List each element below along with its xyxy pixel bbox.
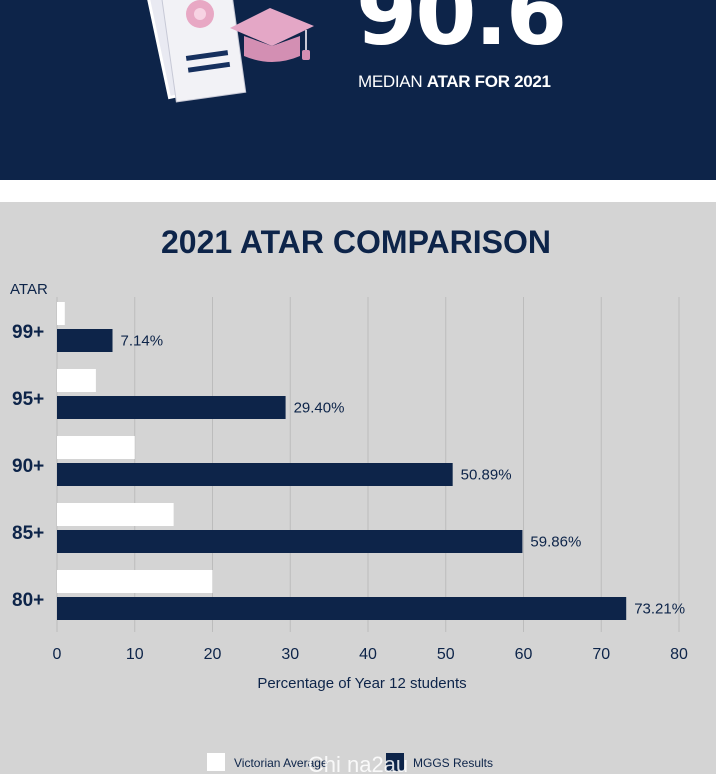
bars: 7.14% 29.40% 50.89% 59.86% 73.21% [57,302,685,620]
bar-victorian-average-99plus [57,302,65,325]
bar-mggs-results-95plus [57,396,286,419]
legend-label-mggs-results: MGGS Results [413,756,493,770]
legend-swatch-mggs-results [386,753,404,771]
bar-mggs-results-90plus [57,463,453,486]
y-axis-label: ATAR [10,281,48,298]
bar-victorian-average-90plus [57,436,135,459]
atar-comparison-chart: 2021 ATAR COMPARISON ATAR 7.14% 29.40% 50.… [10,224,688,777]
x-tick-label: 0 [53,646,62,663]
bar-mggs-results-80plus [57,597,627,620]
category-label: 85+ [12,523,44,544]
bar-victorian-average-85plus [57,503,174,526]
bar-mggs-results-85plus [57,530,523,553]
bar-victorian-average-80plus [57,570,213,593]
legend-label-victorian-average: Victorian Average [234,756,328,770]
x-tick-label: 80 [670,646,688,663]
data-label: 50.89% [461,467,512,484]
bar-victorian-average-95plus [57,369,96,392]
x-tick-label: 50 [437,646,455,663]
flower-icon [186,0,214,28]
data-label: 7.14% [121,333,164,350]
x-tick-labels: 0 10 20 30 40 50 60 70 80 [53,646,688,663]
banner: 90.6 MEDIAN ATAR FOR 2021 [0,0,716,180]
bar-mggs-results-99plus [57,329,113,352]
x-tick-label: 60 [515,646,533,663]
separator [0,180,716,202]
data-label: 59.86% [530,534,581,551]
category-label: 80+ [12,590,44,611]
x-tick-label: 20 [204,646,222,663]
x-tick-label: 30 [281,646,299,663]
certificate-icon [144,0,247,103]
legend: Victorian Average MGGS Results [207,753,493,771]
category-label: 99+ [12,322,44,343]
data-label: 29.40% [294,400,345,417]
category-label: 90+ [12,456,44,477]
legend-swatch-victorian-average [207,753,225,771]
x-tick-label: 10 [126,646,144,663]
x-tick-label: 70 [592,646,610,663]
x-axis-label: Percentage of Year 12 students [257,675,466,692]
caption-bold: ATAR FOR 2021 [426,72,551,91]
chart-panel: 2021 ATAR COMPARISON ATAR 7.14% 29.40% 50.… [0,202,716,777]
category-label: 95+ [12,389,44,410]
banner-illustration [144,0,314,103]
median-atar-caption: MEDIAN ATAR FOR 2021 [358,72,551,92]
watermark: Chi na2au [308,752,408,774]
chart-title: 2021 ATAR COMPARISON [161,224,551,260]
category-labels: 99+ 95+ 90+ 85+ 80+ [12,322,44,611]
data-label: 73.21% [634,601,685,618]
graduation-cap-icon [230,8,314,62]
median-atar-value: 90.6 [356,0,567,65]
caption-prefix: MEDIAN [358,72,423,91]
x-tick-label: 40 [359,646,377,663]
